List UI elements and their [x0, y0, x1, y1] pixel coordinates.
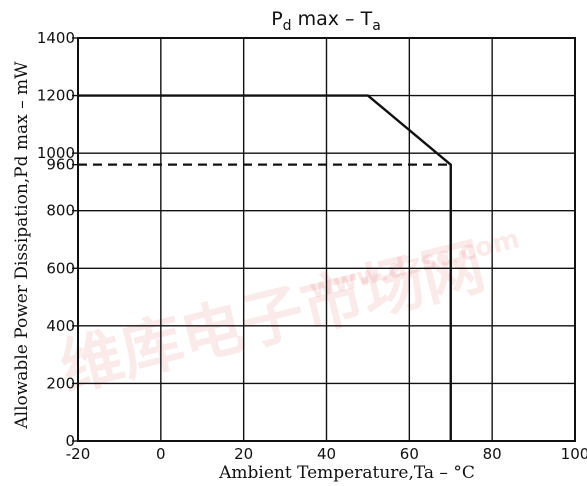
y-tick-label: 960 — [46, 156, 75, 174]
y-tick-label: 800 — [46, 202, 75, 220]
x-tick-label: 20 — [234, 445, 253, 463]
x-axis-label: Ambient Temperature,Ta – °C — [218, 463, 475, 483]
series-group — [78, 94, 452, 441]
y-tick-label: 600 — [46, 259, 75, 277]
series-line-solid — [78, 94, 452, 441]
x-tick-label: 60 — [400, 445, 419, 463]
x-tick-label: 0 — [156, 445, 166, 463]
x-tick-label: -20 — [66, 445, 91, 463]
chart-title: Pd max – Ta — [271, 8, 381, 34]
plot-frame — [77, 37, 576, 442]
y-tick-label: 0 — [65, 432, 75, 450]
x-tick-label: 80 — [483, 445, 502, 463]
y-tick-label: 1200 — [37, 87, 75, 105]
y-tick-label: 1400 — [37, 29, 75, 47]
y-tick-label: 200 — [46, 374, 75, 392]
y-axis-label: Allowable Power Dissipation,Pd max – mW — [12, 61, 32, 430]
x-tick-labels: -20 0 20 40 60 80 100 — [66, 445, 587, 463]
watermark: 维库电子市场网 www.dzsc.com — [53, 224, 523, 405]
y-tick-label: 400 — [46, 317, 75, 335]
x-tick-label: 100 — [561, 445, 587, 463]
x-tick-label: 40 — [317, 445, 336, 463]
y-tick-label: 1000 — [37, 144, 75, 162]
